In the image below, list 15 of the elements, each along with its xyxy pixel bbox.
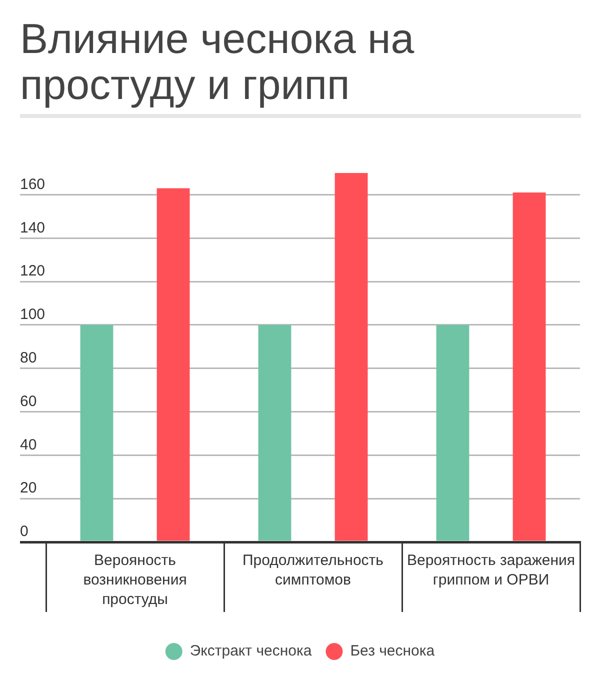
x-tick-label: Вероятность заражения гриппом и ОРВИ <box>406 552 576 588</box>
x-tick-label: Продолжительность симптомов <box>242 552 384 588</box>
y-tick-label: 40 <box>20 436 37 454</box>
legend-label: Экстракт чеснока <box>190 642 312 660</box>
legend-label: Без чеснока <box>350 642 436 660</box>
y-tick-label: 60 <box>20 392 37 410</box>
y-tick-label: 140 <box>20 219 46 236</box>
y-tick-label: 120 <box>20 262 46 280</box>
y-tick-label: 80 <box>20 349 37 366</box>
x-tick-label: Верояность возникновения простуды <box>83 552 187 608</box>
chart-title: Влияние чеснока на простуду и грипп <box>20 15 416 108</box>
y-tick-label: 100 <box>20 306 46 324</box>
y-tick-label: 160 <box>20 176 46 193</box>
y-tick-label: 20 <box>20 480 37 497</box>
y-tick-label: 0 <box>20 523 28 540</box>
